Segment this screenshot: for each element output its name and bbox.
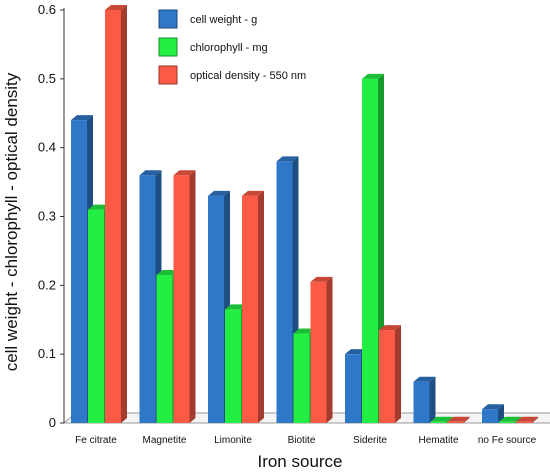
bar-top [242, 190, 264, 196]
bar-top [105, 5, 127, 10]
bar-front [362, 78, 378, 423]
bar [105, 5, 127, 423]
y-tick-label: 0.6 [38, 2, 56, 17]
bar-side [532, 416, 538, 423]
x-tick-label: Hematite [418, 435, 458, 446]
bar-front [379, 330, 395, 423]
bar-front [345, 354, 361, 423]
y-tick-label: 0.5 [38, 71, 56, 86]
x-tick-label: Magnetite [143, 435, 187, 446]
bar-front [225, 309, 241, 423]
y-axis-title: cell weight - chlorophyll - optical dens… [2, 72, 21, 371]
bar-top [362, 73, 384, 79]
bar-side [121, 5, 127, 423]
legend-label: cell weight - g [190, 14, 257, 26]
bar-top [293, 328, 316, 334]
bar [447, 416, 470, 423]
bar-front [413, 381, 430, 423]
bar-front [88, 209, 104, 423]
bar [482, 404, 504, 423]
x-tick-label: Biotite [288, 435, 316, 446]
bar-top [413, 376, 436, 382]
bar-top [345, 349, 367, 355]
bar-front [430, 421, 447, 423]
bar [310, 276, 333, 423]
bar-front [156, 275, 173, 423]
bar-side [326, 276, 333, 423]
legend-swatch [158, 37, 178, 57]
bar-top [88, 204, 110, 210]
x-tick-label: no Fe source [478, 435, 537, 446]
legend-label: optical density - 550 nm [190, 70, 306, 82]
legend: cell weight - g chlorophyll - mg optical … [158, 9, 306, 85]
bar-front [208, 195, 224, 423]
bar-front [310, 281, 327, 423]
bar-top [482, 404, 504, 410]
bar-front [71, 120, 87, 423]
legend-item: cell weight - g [158, 9, 257, 29]
bar-front [516, 421, 532, 423]
x-tick-label: Limonite [214, 435, 252, 446]
bar-front [173, 175, 190, 423]
bar-front [139, 175, 156, 423]
bar-side [395, 325, 401, 423]
bar [242, 190, 264, 423]
legend-label: chlorophyll - mg [190, 42, 268, 54]
legend-swatch [158, 65, 178, 85]
x-tick-label: Fe citrate [75, 435, 117, 446]
x-tick-label: Siderite [353, 435, 387, 446]
bar-front [499, 421, 515, 423]
bar-side [498, 404, 504, 423]
y-tick-label: 0.1 [38, 346, 56, 361]
x-axis: Fe citrate Magnetite Limonite Biotite Sideri… [75, 435, 536, 446]
bar-top [156, 270, 179, 276]
bar-top [276, 156, 299, 162]
legend-item: chlorophyll - mg [158, 37, 268, 57]
y-tick-label: 0.3 [38, 209, 56, 224]
bar-side [258, 190, 264, 423]
bar-top [447, 416, 470, 422]
bar-top [499, 416, 521, 422]
bar-front [482, 409, 498, 423]
bar-front [242, 195, 258, 423]
y-tick-label: 0.4 [38, 140, 56, 155]
bar-top [173, 170, 196, 176]
bar [516, 416, 538, 423]
bar-top [139, 170, 162, 176]
x-axis-title: Iron source [257, 452, 342, 471]
legend-swatch [158, 9, 178, 29]
bar-top [71, 115, 93, 121]
legend-item: optical density - 550 nm [158, 65, 306, 85]
bar-top [379, 325, 401, 331]
bar [413, 376, 436, 423]
bar [379, 325, 401, 423]
bar-front [276, 161, 293, 423]
bar-top [208, 190, 230, 196]
bar-side [429, 376, 436, 423]
bar-side [189, 170, 196, 423]
y-axis: 0 0.1 0.2 0.3 0.4 0.5 0.6 [38, 2, 65, 430]
bar-side [463, 416, 470, 423]
bar [173, 170, 196, 423]
bar-top [430, 416, 453, 422]
bar-top [516, 416, 538, 422]
bar-front [447, 421, 464, 423]
bar-top [225, 304, 247, 310]
bars [71, 5, 538, 423]
y-tick-label: 0 [49, 415, 56, 430]
y-tick-label: 0.2 [38, 277, 56, 292]
bar-front [105, 10, 121, 423]
bar-top [310, 276, 333, 282]
bar-front [293, 333, 310, 423]
